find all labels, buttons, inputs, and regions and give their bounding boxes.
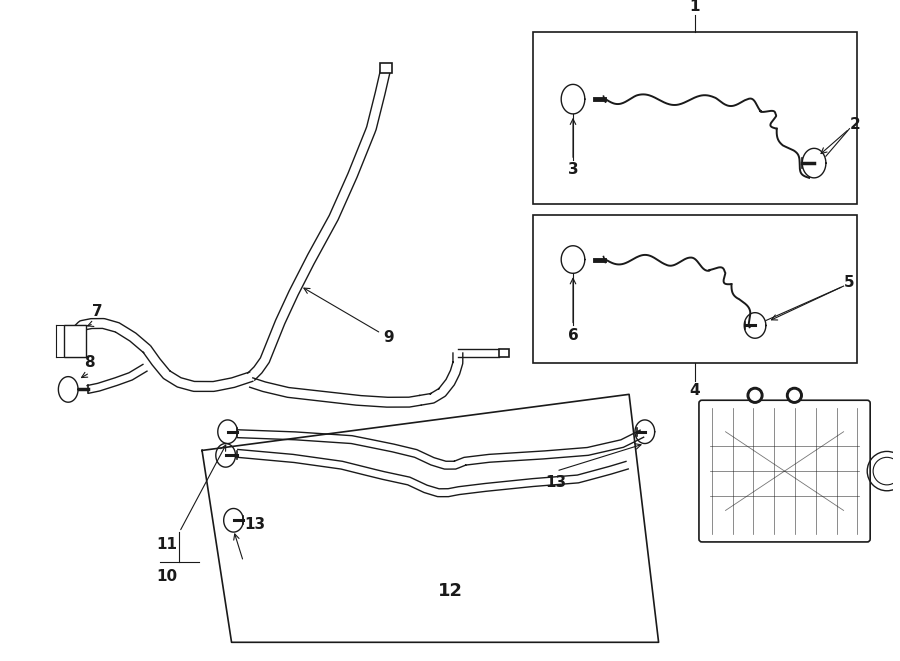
Bar — [533, 32, 858, 204]
Circle shape — [747, 387, 763, 403]
Bar — [533, 215, 858, 363]
Bar — [64, 325, 86, 357]
Text: 3: 3 — [568, 163, 579, 178]
Text: 6: 6 — [568, 328, 579, 343]
Text: 8: 8 — [85, 356, 95, 370]
Text: 9: 9 — [383, 330, 394, 345]
Text: 13: 13 — [545, 475, 567, 490]
Circle shape — [789, 391, 799, 401]
Bar — [380, 63, 392, 73]
Text: 12: 12 — [437, 582, 463, 600]
Text: 7: 7 — [93, 304, 103, 319]
Text: 13: 13 — [245, 517, 266, 531]
Text: 2: 2 — [850, 117, 860, 132]
Text: 11: 11 — [156, 537, 177, 553]
Text: 1: 1 — [689, 0, 700, 14]
Text: 4: 4 — [689, 383, 700, 398]
Text: 10: 10 — [156, 569, 177, 584]
Circle shape — [787, 387, 802, 403]
Bar — [500, 349, 509, 357]
Text: 5: 5 — [844, 275, 855, 290]
Circle shape — [750, 391, 760, 401]
FancyBboxPatch shape — [699, 401, 870, 542]
